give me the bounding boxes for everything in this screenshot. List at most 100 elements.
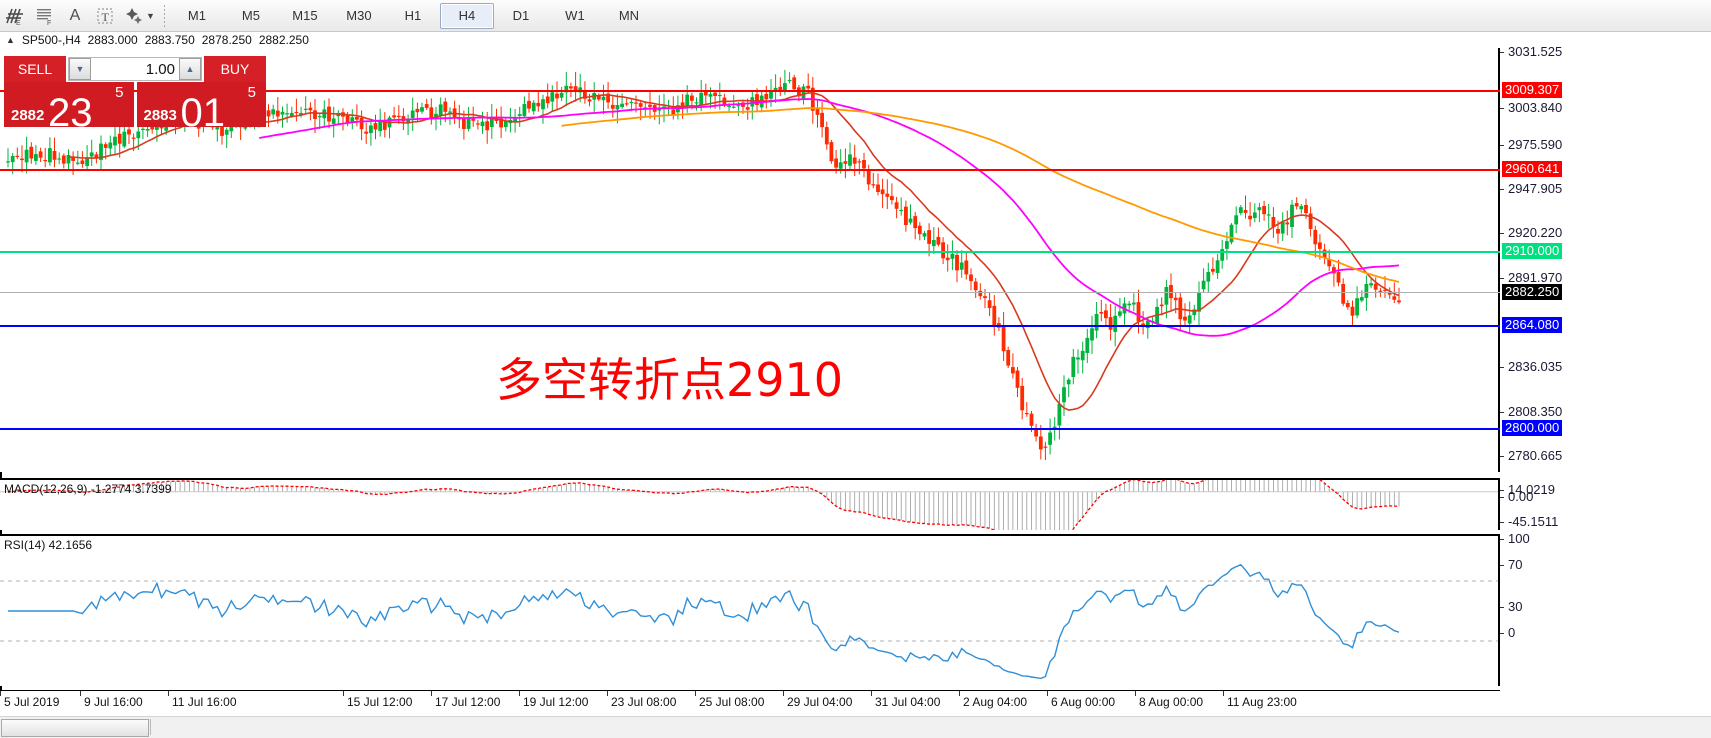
time-axis-label: 17 Jul 12:00 [435,695,501,709]
support-line-2800[interactable] [0,428,1500,430]
time-axis-tick [431,691,432,696]
chart-area[interactable]: MACD(12,26,9) -1.2774 3.7399 RSI(14) 42.… [0,44,1711,690]
objects-dropdown-caret-icon[interactable]: ▼ [146,10,155,21]
time-axis-tick [168,691,169,696]
time-axis-tick [343,691,344,696]
timeframe-m15[interactable]: M15 [292,8,318,23]
main-toolbar: E F A T ▼ [0,0,1711,32]
axis-corner [1500,690,1711,716]
price-tick [1500,497,1504,498]
price-tick-label: 2780.665 [1508,448,1563,463]
order-prices-row: 2882 23 5 2883 01 5 [4,82,266,133]
time-axis-label: 5 Jul 2019 [4,695,60,709]
volume-stepper[interactable]: ▼ 1.00 ▲ [68,57,202,81]
buy-price-integer: 2883 [143,107,177,124]
volume-decrease-icon[interactable]: ▼ [69,58,91,80]
rsi-pane[interactable] [0,534,1500,686]
price-tick [1500,108,1504,109]
buy-price-fraction: 5 [247,84,256,101]
price-tick-label: 2808.350 [1508,404,1563,419]
time-axis-label: 6 Aug 00:00 [1051,695,1116,709]
chart-annotation-text[interactable]: 多空转折点2910 [496,353,844,407]
timeframe-d1[interactable]: D1 [512,8,530,23]
price-tick-label: 0.00 [1508,489,1534,504]
time-axis-label: 31 Jul 04:00 [875,695,941,709]
buy-price-box[interactable]: 2883 01 5 [136,82,266,133]
ohlc-close: 2882.250 [258,33,309,47]
resistance-level-badge-3009[interactable]: 3009.307 [1502,82,1563,98]
timeframe-m30[interactable]: M30 [346,8,372,23]
macd-pane[interactable] [0,457,1500,557]
price-tick [1500,412,1504,413]
volume-input[interactable]: 1.00 [145,60,175,78]
price-scale[interactable]: 3031.525 3003.840 2975.590 2947.905 2920.220… [1500,44,1711,690]
resistance-line-3009[interactable] [0,90,1500,92]
price-tick [1500,367,1504,368]
buy-button[interactable]: BUY [204,56,266,82]
time-axis-label: 19 Jul 12:00 [523,695,589,709]
time-axis-tick [695,691,696,696]
timeframe-mn[interactable]: MN [618,8,640,23]
macd-series-svg [0,457,1498,557]
price-tick-label: 2836.035 [1508,359,1563,374]
time-axis-tick [1135,691,1136,696]
text-object-icon[interactable]: T [90,2,120,29]
time-axis-label: 25 Jul 08:00 [699,695,765,709]
price-tick-label: -45.1511 [1508,514,1559,529]
resistance-level-badge-2960[interactable]: 2960.641 [1502,161,1563,177]
timeframe-m1[interactable]: M1 [187,8,206,23]
price-tick [1500,189,1504,190]
volume-increase-icon[interactable]: ▲ [179,58,201,80]
objects-list-icon[interactable] [120,2,150,29]
price-tick-label: 3031.525 [1508,44,1563,59]
ohlc-high: 2883.750 [144,33,195,47]
time-axis-label: 9 Jul 16:00 [84,695,143,709]
time-axis-tick [0,691,1,696]
price-tick-label: 0 [1508,625,1516,640]
time-axis-tick [80,691,81,696]
timeframe-h4[interactable]: H4 [439,2,494,29]
sell-price-integer: 2882 [11,107,45,124]
current-price-line[interactable] [0,292,1500,293]
sell-button[interactable]: SELL [4,56,66,82]
chart-quote-line: ▲ SP500-,H4 2883.000 2883.750 2878.250 2… [0,32,1711,48]
indicators-icon[interactable]: E [0,2,30,29]
ohlc-low: 2878.250 [201,33,252,47]
expand-triangle-icon[interactable]: ▲ [6,35,15,45]
price-tick [1500,278,1504,279]
svg-text:E: E [16,20,21,26]
price-tick [1500,145,1504,146]
one-click-trading-panel[interactable]: SELL ▼ 1.00 ▲ BUY 2882 23 5 2883 01 5 [4,56,266,133]
price-tick [1500,490,1504,491]
pivot-line-2910[interactable] [0,251,1500,253]
price-tick-label: 100 [1508,531,1530,546]
price-tick [1500,539,1504,540]
support-level-badge-2800[interactable]: 2800.000 [1502,420,1563,436]
timeframe-m5[interactable]: M5 [241,8,260,23]
support-level-badge-2864[interactable]: 2864.080 [1502,317,1563,333]
timeframe-h1[interactable]: H1 [404,8,422,23]
time-axis-label: 11 Aug 23:00 [1227,695,1297,709]
rsi-caption: RSI(14) 42.1656 [4,538,93,552]
horizontal-scrollbar[interactable] [0,716,1711,738]
sell-price-box[interactable]: 2882 23 5 [4,82,134,133]
scrollbar-divider [150,719,151,735]
toolbar-separator [163,4,165,27]
current-price-badge-2882[interactable]: 2882.250 [1502,284,1563,300]
time-axis[interactable]: 5 Jul 2019 9 Jul 16:00 11 Jul 16:00 15 Jul … [0,690,1711,717]
macd-caption: MACD(12,26,9) -1.2774 3.7399 [4,482,172,496]
pivot-level-badge-2910[interactable]: 2910.000 [1502,243,1563,259]
price-tick-label: 2947.905 [1508,181,1563,196]
price-tick-label: 2891.970 [1508,270,1563,285]
resistance-line-2960[interactable] [0,169,1500,171]
timeframe-w1[interactable]: W1 [565,8,585,23]
price-tick [1500,233,1504,234]
scrollbar-thumb[interactable] [1,719,149,737]
time-axis-tick [871,691,872,696]
chart-template-icon[interactable]: F [30,2,60,29]
time-axis-tick [959,691,960,696]
support-line-2864[interactable] [0,325,1500,327]
text-label-icon[interactable]: A [69,6,81,24]
price-tick-label: 2920.220 [1508,225,1563,240]
price-tick-label: 2975.590 [1508,137,1563,152]
